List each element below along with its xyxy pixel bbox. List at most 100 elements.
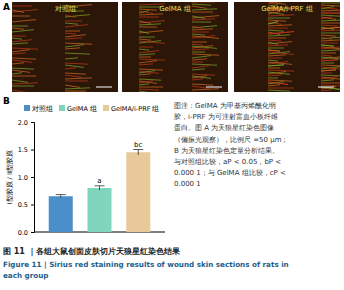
fiber <box>65 23 78 24</box>
fiber <box>192 49 209 50</box>
fiber <box>139 31 163 33</box>
fiber <box>321 17 336 19</box>
y-tick: 1.0 <box>18 174 34 182</box>
fiber <box>12 70 30 72</box>
fiber <box>139 27 157 28</box>
fiber <box>65 25 88 27</box>
y-tick-label: 2.0 <box>18 119 28 127</box>
fiber <box>192 19 215 20</box>
fiber <box>192 84 213 85</box>
fiber <box>268 72 290 74</box>
fiber <box>139 59 165 60</box>
fiber <box>268 42 278 44</box>
fiber <box>12 28 24 29</box>
y-axis-title: Ⅰ型胶原 / Ⅲ型胶原 <box>6 150 14 205</box>
fiber <box>192 4 211 5</box>
fiber <box>321 27 340 29</box>
fiber <box>12 40 32 42</box>
fiber <box>65 45 84 47</box>
y-tick-label: 0.5 <box>18 201 28 209</box>
fiber <box>321 45 334 46</box>
micrograph-bg <box>122 2 228 92</box>
fiber <box>321 85 340 86</box>
fiber <box>268 70 294 71</box>
fiber <box>139 31 149 33</box>
fiber <box>321 65 340 66</box>
fiber <box>268 20 286 21</box>
fiber <box>65 68 76 69</box>
image-label: GelMA/i-PRF 组 <box>261 5 313 13</box>
fiber <box>192 74 215 75</box>
fiber <box>139 39 151 40</box>
fiber <box>65 73 86 74</box>
fiber <box>321 17 332 19</box>
fiber <box>268 2 282 4</box>
fiber <box>321 83 340 84</box>
fiber <box>65 21 82 22</box>
fiber <box>268 30 284 31</box>
caption-en: each group <box>3 271 49 280</box>
significance-label: bc <box>134 141 142 149</box>
fiber <box>192 64 217 65</box>
fiber <box>268 45 288 46</box>
fiber <box>12 86 34 87</box>
fiber <box>192 69 205 70</box>
y-tick-label: 0.0 <box>18 229 28 237</box>
fiber <box>321 60 338 61</box>
fiber <box>268 78 278 79</box>
fiber <box>65 58 78 59</box>
fiber <box>321 77 340 79</box>
micrograph <box>234 2 340 92</box>
fiber <box>268 22 278 24</box>
fiber <box>139 89 159 90</box>
fiber <box>139 71 159 73</box>
fiber <box>12 58 36 59</box>
legend-label: GelMA 组 <box>67 105 97 113</box>
fiber <box>321 53 336 54</box>
fiber <box>192 89 219 90</box>
fiber <box>321 73 332 74</box>
fiber <box>12 10 38 12</box>
fiber <box>321 10 340 11</box>
fiber <box>192 59 207 60</box>
caption-en: Figure 11 | Sirius red staining results … <box>3 260 289 269</box>
fiber <box>321 13 340 14</box>
fiber <box>139 57 151 58</box>
fiber <box>65 31 80 32</box>
fiber <box>268 80 292 81</box>
fiber <box>192 12 213 13</box>
fiber <box>192 76 211 78</box>
fiber <box>321 23 340 24</box>
legend-swatch <box>59 105 65 111</box>
note-text: 0.000 1；与 GelMA 组比较，cP < <box>174 169 286 177</box>
fiber <box>268 22 282 24</box>
y-tick: 1.5 <box>18 146 34 154</box>
fiber <box>321 5 340 6</box>
fiber <box>139 81 157 83</box>
fiber <box>12 90 26 92</box>
note-text: 图注：GelMA 为甲基丙烯酰化明 <box>174 102 276 110</box>
y-tick: 2.0 <box>18 119 34 127</box>
plot-area <box>49 150 151 233</box>
fiber <box>268 18 290 19</box>
fiber <box>139 71 155 73</box>
fiber <box>139 64 153 65</box>
fiber <box>65 91 86 92</box>
y-axis: 0.0 0.5 1.0 1.5 2.0 <box>18 119 35 237</box>
fiber <box>139 91 155 92</box>
fiber <box>321 35 336 36</box>
y-tick: 0.0 <box>18 229 34 237</box>
fiber <box>65 53 90 54</box>
scale-bar <box>206 87 222 88</box>
fiber <box>192 36 219 38</box>
error-bar <box>133 150 143 156</box>
fiber <box>268 32 294 34</box>
fiber <box>268 90 290 91</box>
micrograph <box>122 2 228 92</box>
fiber <box>321 7 338 9</box>
scale-bar <box>318 87 334 88</box>
fiber <box>321 27 340 29</box>
scale-bar <box>96 87 112 88</box>
fiber <box>12 73 22 74</box>
bar <box>87 188 111 232</box>
